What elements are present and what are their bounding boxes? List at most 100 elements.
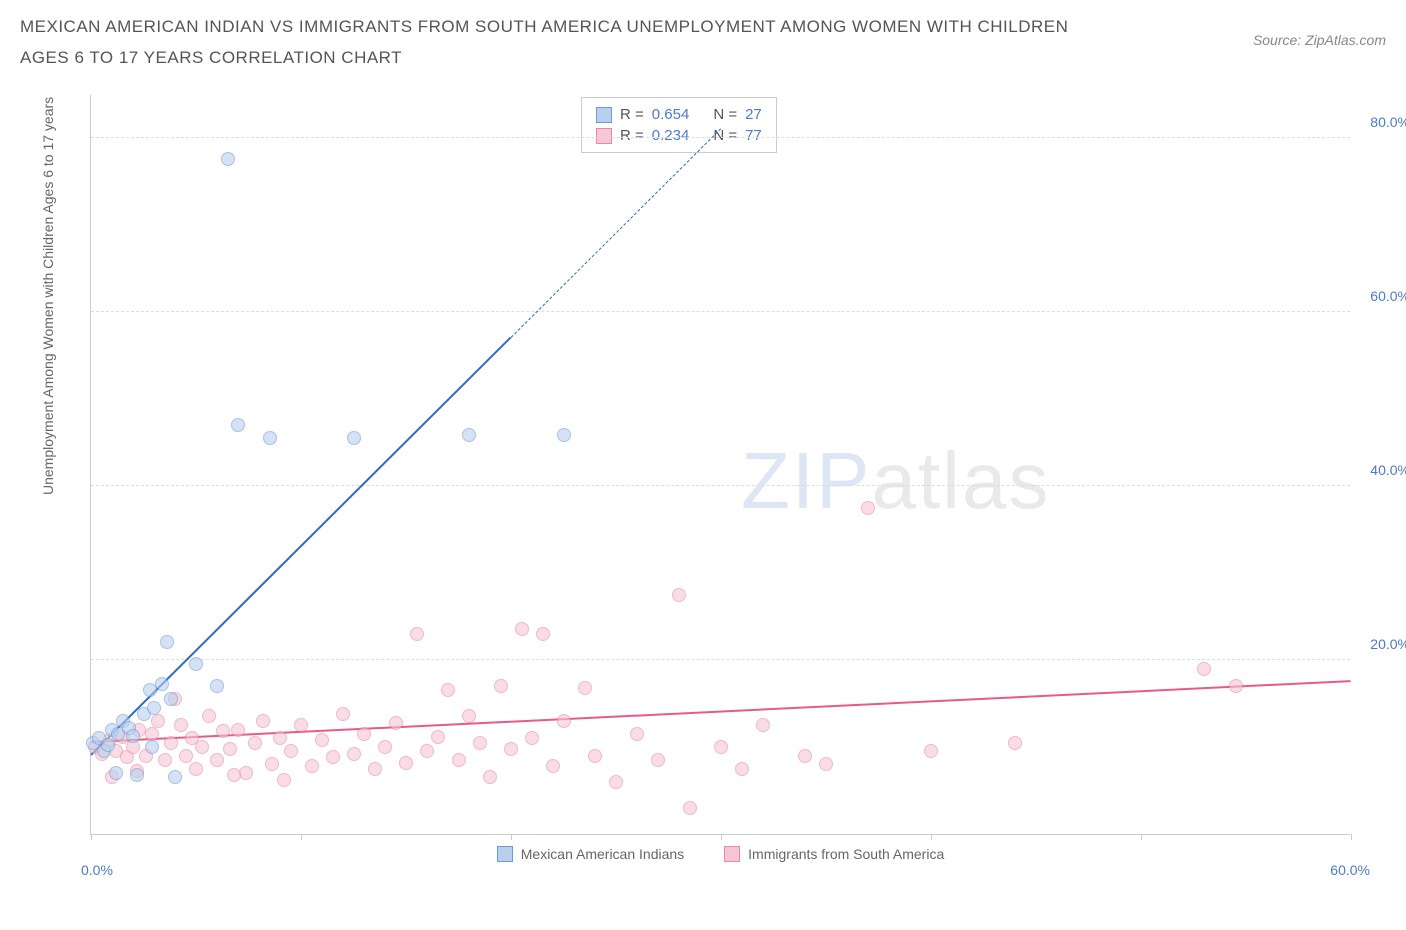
data-point: [210, 679, 224, 693]
x-tick: [1351, 834, 1352, 840]
data-point: [536, 627, 550, 641]
data-point: [248, 736, 262, 750]
data-point: [216, 724, 230, 738]
grid-line: [91, 659, 1350, 660]
data-point: [609, 775, 623, 789]
data-point: [420, 744, 434, 758]
data-point: [336, 707, 350, 721]
data-point: [368, 762, 382, 776]
x-tick: [301, 834, 302, 840]
legend-swatch: [724, 846, 740, 862]
data-point: [651, 753, 665, 767]
y-axis-label: Unemployment Among Women with Children A…: [40, 97, 56, 495]
data-point: [578, 681, 592, 695]
data-point: [431, 730, 445, 744]
data-point: [239, 766, 253, 780]
data-point: [164, 736, 178, 750]
y-tick-label: 40.0%: [1370, 462, 1406, 478]
data-point: [126, 729, 140, 743]
data-point: [202, 709, 216, 723]
data-point: [158, 753, 172, 767]
data-point: [735, 762, 749, 776]
data-point: [189, 762, 203, 776]
data-point: [347, 747, 361, 761]
n-value: 77: [745, 127, 762, 144]
r-label: R =: [620, 127, 644, 144]
data-point: [504, 742, 518, 756]
data-point: [130, 768, 144, 782]
data-point: [326, 750, 340, 764]
plot-area: ZIPatlas R =0.654N =27R =0.234N =77 0.0%…: [90, 95, 1350, 835]
data-point: [452, 753, 466, 767]
data-point: [145, 740, 159, 754]
data-point: [798, 749, 812, 763]
n-value: 27: [745, 106, 762, 123]
legend-item: Immigrants from South America: [724, 846, 944, 862]
data-point: [210, 753, 224, 767]
data-point: [294, 718, 308, 732]
data-point: [151, 714, 165, 728]
data-point: [819, 757, 833, 771]
n-label: N =: [713, 106, 737, 123]
r-value: 0.654: [652, 106, 690, 123]
r-value: 0.234: [652, 127, 690, 144]
r-label: R =: [620, 106, 644, 123]
data-point: [174, 718, 188, 732]
data-point: [672, 588, 686, 602]
data-point: [378, 740, 392, 754]
data-point: [525, 731, 539, 745]
data-point: [145, 727, 159, 741]
data-point: [231, 723, 245, 737]
chart-title: MEXICAN AMERICAN INDIAN VS IMMIGRANTS FR…: [20, 12, 1120, 73]
data-point: [256, 714, 270, 728]
source-attribution: Source: ZipAtlas.com: [1253, 32, 1386, 48]
data-point: [223, 742, 237, 756]
x-tick: [1141, 834, 1142, 840]
data-point: [231, 418, 245, 432]
data-point: [109, 766, 123, 780]
chart-container: Unemployment Among Women with Children A…: [50, 95, 1390, 885]
data-point: [924, 744, 938, 758]
legend-item: Mexican American Indians: [497, 846, 684, 862]
data-point: [284, 744, 298, 758]
grid-line: [91, 311, 1350, 312]
x-tick: [511, 834, 512, 840]
data-point: [164, 692, 178, 706]
data-point: [221, 152, 235, 166]
data-point: [195, 740, 209, 754]
data-point: [630, 727, 644, 741]
trend-line-extrapolated: [511, 128, 722, 338]
data-point: [441, 683, 455, 697]
data-point: [546, 759, 560, 773]
stats-legend-row: R = 0.654 N = 27: [596, 104, 762, 125]
data-point: [1229, 679, 1243, 693]
legend-label: Mexican American Indians: [521, 846, 684, 862]
data-point: [147, 701, 161, 715]
x-tick-max: 60.0%: [1330, 862, 1370, 878]
data-point: [494, 679, 508, 693]
data-point: [714, 740, 728, 754]
data-point: [756, 718, 770, 732]
data-point: [557, 428, 571, 442]
legend-swatch: [596, 107, 612, 123]
data-point: [588, 749, 602, 763]
data-point: [473, 736, 487, 750]
legend-swatch: [497, 846, 513, 862]
legend-swatch: [596, 128, 612, 144]
x-tick-min: 0.0%: [81, 862, 113, 878]
data-point: [557, 714, 571, 728]
data-point: [179, 749, 193, 763]
data-point: [410, 627, 424, 641]
data-point: [462, 709, 476, 723]
stats-legend: R =0.654N =27R =0.234N =77: [581, 97, 777, 153]
x-tick: [721, 834, 722, 840]
data-point: [861, 501, 875, 515]
data-point: [357, 727, 371, 741]
data-point: [399, 756, 413, 770]
series-legend: Mexican American Indians Immigrants from …: [91, 846, 1350, 862]
data-point: [683, 801, 697, 815]
grid-line: [91, 485, 1350, 486]
watermark: ZIPatlas: [741, 435, 1050, 527]
watermark-light: atlas: [871, 436, 1050, 525]
data-point: [1197, 662, 1211, 676]
